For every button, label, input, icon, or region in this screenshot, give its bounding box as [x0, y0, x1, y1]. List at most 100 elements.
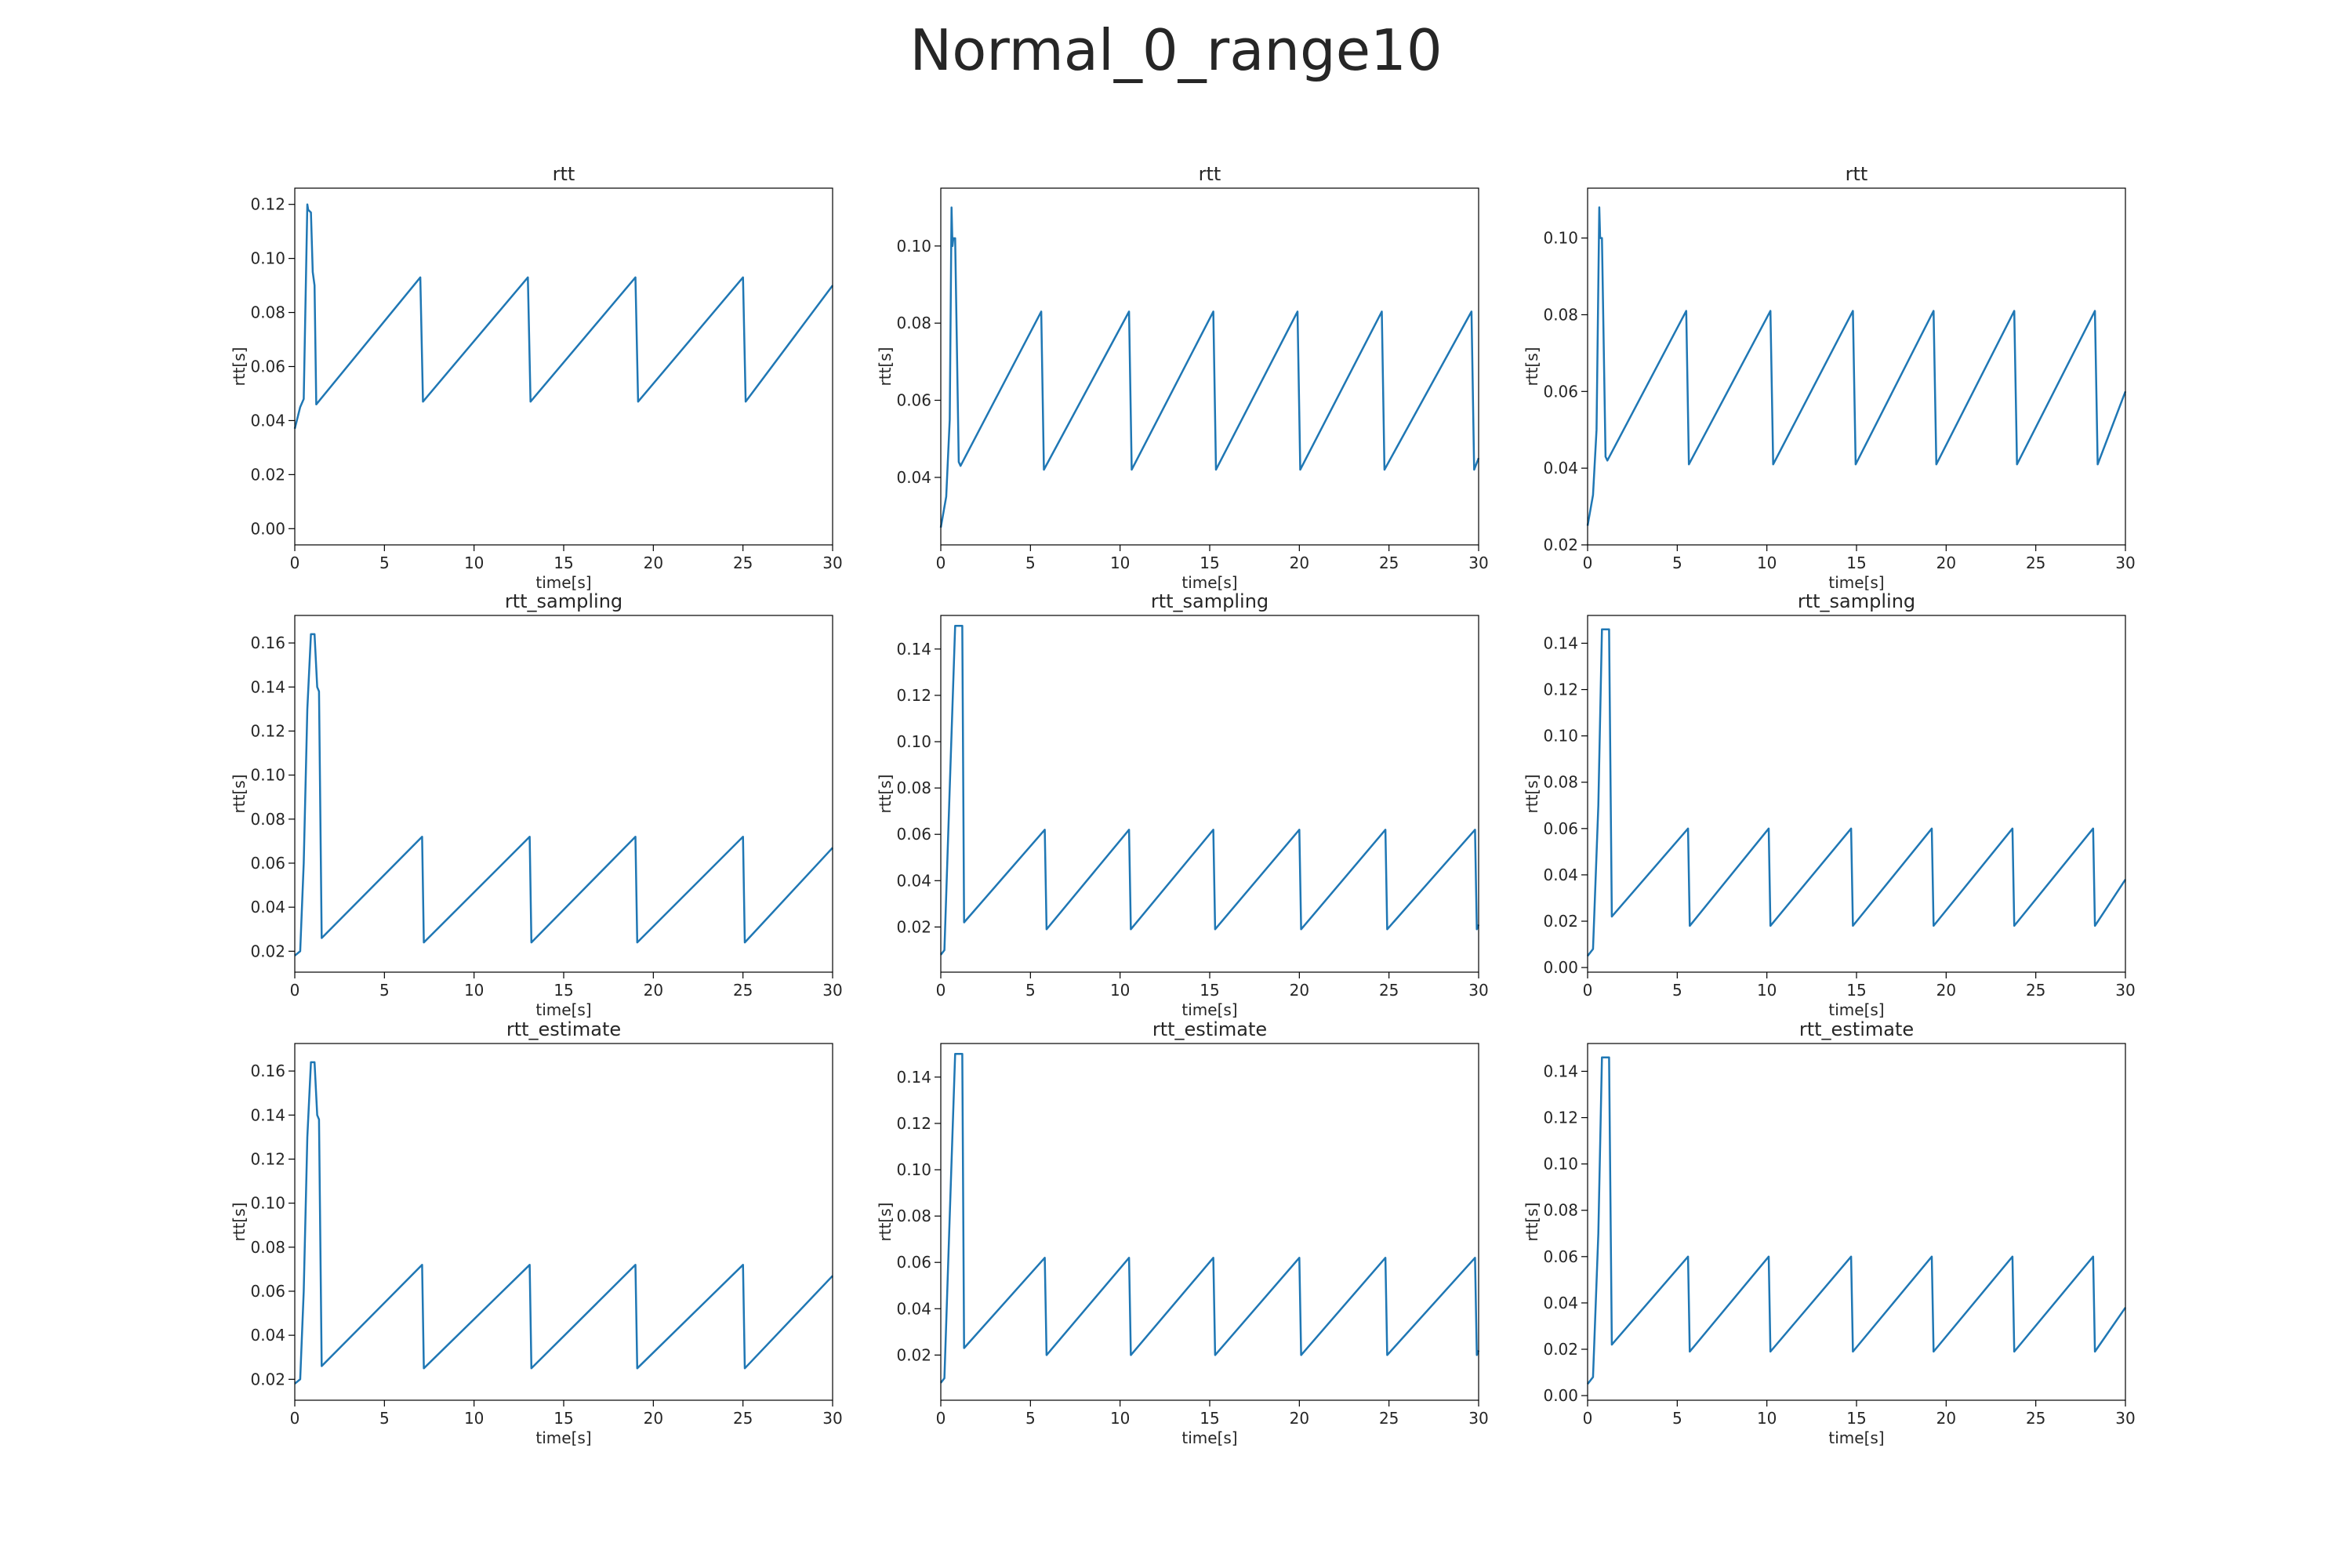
subplot-title: rtt [1199, 163, 1221, 185]
y-tick-label: 0.14 [1543, 633, 1578, 652]
y-tick-label: 0.04 [1543, 866, 1578, 884]
x-tick-label: 25 [2026, 981, 2045, 1000]
y-tick-label: 0.14 [1543, 1062, 1578, 1080]
x-tick-label: 30 [2115, 981, 2135, 1000]
x-tick-label: 10 [1757, 1409, 1777, 1428]
x-axis-label: time[s] [535, 1428, 591, 1447]
y-axis-label: rtt[s] [230, 347, 249, 387]
x-tick-label: 25 [733, 981, 753, 1000]
x-tick-label: 10 [1110, 981, 1130, 1000]
x-tick-label: 0 [936, 554, 946, 572]
y-tick-label: 0.10 [250, 766, 285, 785]
x-tick-label: 30 [1468, 1409, 1488, 1428]
y-tick-label: 0.10 [250, 1194, 285, 1213]
series-line [294, 1061, 833, 1385]
x-axis-label: time[s] [1181, 573, 1237, 592]
axes-frame [1587, 615, 2126, 973]
x-tick-label: 20 [1936, 1409, 1956, 1428]
y-tick-label: 0.10 [1543, 727, 1578, 746]
y-tick-label: 0.02 [1543, 912, 1578, 931]
x-axis-label: time[s] [1828, 1000, 1884, 1019]
y-tick-label: 0.16 [250, 1062, 285, 1080]
y-tick-label: 0.08 [896, 314, 931, 332]
y-tick-label: 0.10 [1543, 229, 1578, 248]
x-tick-label: 30 [2115, 1409, 2135, 1428]
x-tick-label: 0 [936, 981, 946, 1000]
subplot-3-1: rtt_estimate 0 5 10 15 20 25 30 0.02 0.04 0.06 0.08… [230, 1018, 843, 1447]
x-tick-label: 5 [1672, 554, 1682, 572]
y-tick-label: 0.12 [250, 721, 285, 740]
y-tick-label: 0.00 [250, 519, 285, 538]
y-tick-label: 0.00 [1543, 1386, 1578, 1405]
y-tick-label: 0.06 [896, 1253, 931, 1272]
x-tick-label: 15 [1200, 1409, 1219, 1428]
y-axis-label: rtt[s] [1523, 1203, 1541, 1242]
x-tick-label: 25 [733, 1409, 753, 1428]
x-axis-label: time[s] [1828, 573, 1884, 592]
y-tick-label: 0.08 [250, 303, 285, 322]
y-tick-label: 0.10 [1543, 1155, 1578, 1174]
y-axis-label: rtt[s] [876, 1203, 895, 1242]
x-tick-label: 20 [1290, 554, 1309, 572]
x-tick-label: 20 [644, 554, 663, 572]
subplot-title: rtt [553, 163, 575, 185]
x-tick-label: 5 [1672, 981, 1682, 1000]
y-tick-label: 0.06 [1543, 382, 1578, 401]
subplot-title: rtt_estimate [506, 1018, 621, 1040]
x-tick-label: 25 [2026, 1409, 2045, 1428]
y-tick-label: 0.04 [1543, 459, 1578, 477]
y-tick-label: 0.06 [250, 854, 285, 873]
y-tick-label: 0.14 [896, 640, 931, 659]
x-tick-label: 30 [1468, 981, 1488, 1000]
x-tick-label: 5 [1025, 981, 1036, 1000]
subplot-2-2: rtt_sampling 0 5 10 15 20 25 30 0.02 0.04 0.06 0.08… [876, 590, 1489, 1019]
y-tick-label: 0.02 [250, 942, 285, 960]
x-tick-label: 20 [1936, 554, 1956, 572]
y-axis-label: rtt[s] [1523, 347, 1541, 387]
subplot-2-3: rtt_sampling 0 5 10 15 20 25 30 0.00 0.02 0.04 0.06… [1523, 590, 2136, 1019]
subplot-title: rtt_sampling [1151, 590, 1269, 612]
series-line [1587, 1056, 2127, 1385]
y-tick-label: 0.04 [896, 871, 931, 890]
x-axis-label: time[s] [1828, 1428, 1884, 1447]
series-line [1586, 206, 2127, 526]
y-tick-label: 0.02 [896, 917, 931, 936]
x-tick-label: 25 [1379, 981, 1399, 1000]
x-tick-label: 15 [554, 1409, 573, 1428]
y-tick-label: 0.12 [250, 1149, 285, 1168]
x-tick-label: 5 [379, 554, 390, 572]
y-tick-label: 0.16 [250, 633, 285, 652]
x-tick-label: 20 [644, 1409, 663, 1428]
y-axis-label: rtt[s] [230, 1203, 249, 1242]
x-tick-label: 25 [1379, 1409, 1399, 1428]
x-tick-label: 0 [1583, 554, 1593, 572]
x-tick-label: 15 [1846, 1409, 1866, 1428]
x-tick-label: 30 [822, 1409, 842, 1428]
x-tick-label: 30 [822, 554, 842, 572]
axes-frame [294, 187, 833, 546]
y-tick-label: 0.04 [250, 898, 285, 916]
subplot-2-1: rtt_sampling 0 5 10 15 20 25 30 0.02 0.04 0.06 0.08… [230, 590, 843, 1019]
x-tick-label: 10 [1757, 554, 1777, 572]
y-tick-label: 0.06 [1543, 1247, 1578, 1266]
x-tick-label: 10 [1110, 1409, 1130, 1428]
x-tick-label: 15 [1200, 554, 1219, 572]
subplot-1-3: rtt 0 5 10 15 20 25 30 0.02 0.04 0.06 0.08 0.10 time[… [1523, 163, 2136, 592]
subplot-title: rtt [1846, 163, 1868, 185]
y-tick-label: 0.08 [1543, 305, 1578, 324]
y-tick-label: 0.02 [250, 465, 285, 484]
y-tick-label: 0.08 [250, 1238, 285, 1257]
x-tick-label: 10 [464, 1409, 484, 1428]
x-tick-label: 20 [1290, 1409, 1309, 1428]
y-tick-label: 0.06 [250, 1282, 285, 1301]
y-axis-label: rtt[s] [1523, 775, 1541, 814]
y-tick-label: 0.04 [250, 411, 285, 430]
x-tick-label: 30 [822, 981, 842, 1000]
y-tick-label: 0.12 [896, 686, 931, 705]
x-tick-label: 25 [733, 554, 753, 572]
y-tick-label: 0.02 [896, 1345, 931, 1364]
subplot-title: rtt_sampling [505, 590, 622, 612]
subplot-1-1: rtt 0 5 10 15 20 25 30 0.00 0.02 0.04 0.06 0.08 0.10 0… [230, 163, 843, 592]
y-tick-label: 0.06 [250, 358, 285, 376]
axes-frame [940, 187, 1479, 546]
